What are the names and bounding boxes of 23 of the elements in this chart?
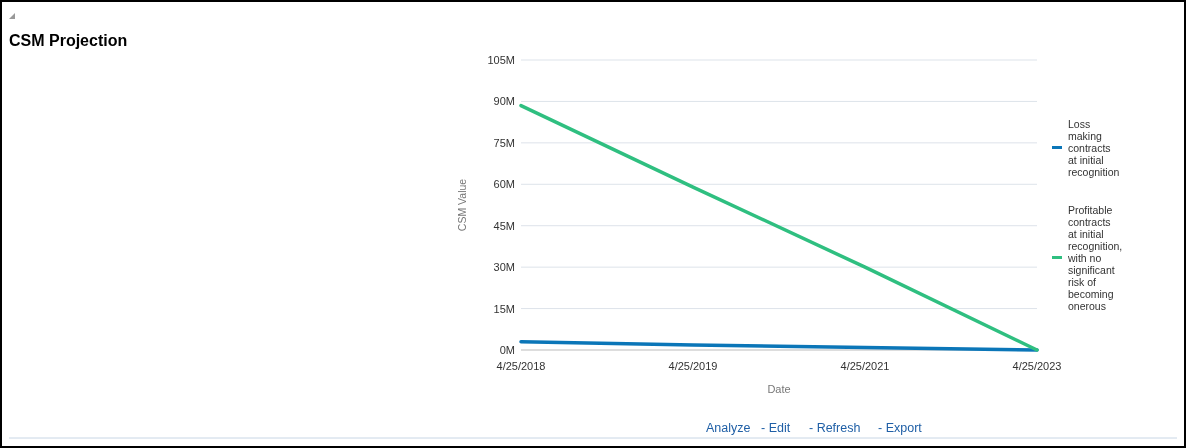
y-tick-label: 0M	[499, 344, 515, 356]
text: CSM Projection	[9, 32, 128, 49]
text: - Edit	[761, 421, 791, 435]
line-series	[519, 103, 1039, 352]
text: - Refresh	[809, 421, 861, 435]
text: Profitable contracts at initial recognition, with no significant risk of becoming onerous	[1068, 204, 1123, 312]
text: Analyze	[706, 421, 751, 435]
y-tick-label: 45M	[493, 219, 515, 232]
y-tick-label: 90M	[493, 95, 515, 108]
x-tick-label: 4/25/2021	[840, 360, 890, 372]
y-tick-label: 30M	[493, 261, 515, 274]
legend-label: Loss making contracts at initial recognition	[1068, 118, 1120, 178]
y-tick-label: 15M	[493, 302, 515, 315]
text: - Export	[878, 421, 923, 435]
y-tick-label: 60M	[493, 178, 515, 191]
x-tick-label: 4/25/2018	[496, 360, 546, 372]
x-tick-label: 4/25/2019	[668, 360, 718, 372]
x-axis-title: Date	[767, 383, 791, 395]
y-tick-label: 105M	[487, 54, 515, 66]
y-axis-title: CSM Value	[456, 178, 468, 232]
line-series	[519, 339, 1039, 352]
y-tick-label: 75M	[493, 136, 515, 149]
x-tick-label: 4/25/2023	[1012, 360, 1062, 372]
